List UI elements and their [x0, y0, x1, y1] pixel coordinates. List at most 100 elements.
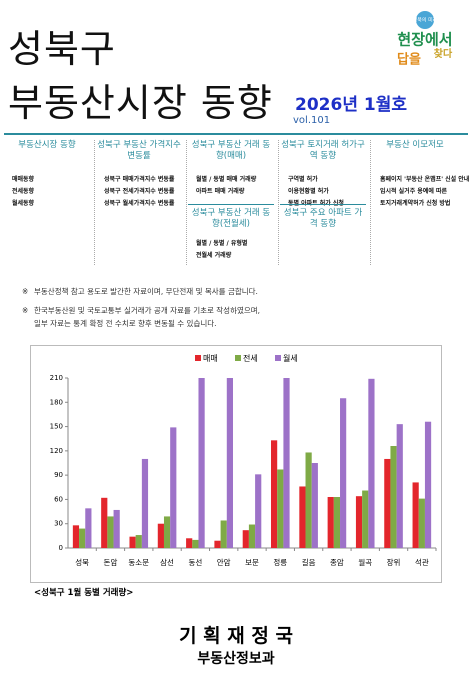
y-tick-label: 30 — [54, 520, 63, 528]
y-tick-label: 60 — [54, 495, 63, 503]
bar — [113, 509, 120, 548]
bar — [129, 536, 136, 548]
legend-label: 월세 — [283, 353, 298, 363]
logo-top: 성북의 미래 — [413, 17, 438, 24]
x-tick-label: 종암 — [330, 557, 344, 567]
bar — [271, 440, 278, 548]
y-tick-label: 90 — [54, 471, 63, 479]
section-item: 구역별 허가 — [288, 176, 318, 183]
bar — [220, 520, 227, 548]
bar — [141, 458, 149, 548]
section-item: 월세동향 — [12, 200, 35, 207]
chart-caption: <성북구 1월 동별 거래량> — [34, 588, 134, 598]
bar — [72, 525, 80, 548]
bar — [242, 530, 249, 548]
section-item: 매매동향 — [12, 176, 35, 183]
section-item: 전월세 거래량 — [196, 252, 232, 259]
note-text: 일부 자료는 통계 확정 전 수치로 향후 변동될 수 있습니다. — [34, 319, 217, 328]
bar — [412, 482, 419, 548]
x-tick-label: 보문 — [245, 558, 259, 567]
bar — [79, 528, 86, 548]
section-item: 토지거래계약허가 신청 방법 — [380, 200, 451, 207]
x-tick-label: 성북 — [75, 558, 89, 567]
section-item: 홈페이지 '부동산 온맵프' 신설 안내 — [380, 176, 470, 183]
bar — [255, 474, 262, 548]
section-heading: 성북구 부동산 거래 동향(전월세) — [191, 208, 271, 229]
section-item: 이용현황별 허가 — [288, 188, 329, 195]
bar — [226, 378, 233, 548]
section-item: 성북구 월세가격지수 변동률 — [104, 200, 175, 207]
title: 부동산시장 동향 — [8, 81, 273, 125]
x-tick-label: 돈암 — [104, 557, 118, 567]
bar — [355, 496, 363, 548]
x-tick-label: 삼선 — [160, 557, 174, 567]
bar — [362, 490, 369, 548]
logo: 성북의 미래 현장에서 답을 찾다 — [397, 11, 453, 68]
x-tick-label: 장위 — [387, 557, 401, 567]
bar — [305, 452, 312, 548]
bar — [85, 508, 92, 548]
note-mark: ※ — [22, 306, 29, 315]
bar — [424, 421, 432, 548]
division: 부동산정보과 — [197, 651, 275, 667]
x-tick-label: 석관 — [415, 557, 429, 567]
bar — [299, 486, 306, 548]
legend-label: 매매 — [203, 354, 218, 363]
title: 성북구 — [8, 27, 116, 71]
bar — [327, 497, 334, 548]
section-divider — [188, 204, 274, 205]
section-heading: 성북구 부동산 거래 동향(매매) — [191, 140, 271, 161]
logo-sub: 답을 — [397, 52, 421, 68]
section-item: 아파트 매매 거래량 — [196, 188, 245, 195]
y-tick-label: 150 — [50, 423, 63, 431]
section-item: 성북구 매매가격지수 변동률 — [104, 176, 175, 183]
bar — [311, 463, 318, 548]
section-heading: 성북구 토지거래 허가구역 동향 — [281, 140, 365, 161]
legend-swatch — [235, 355, 241, 361]
note-mark: ※ — [22, 287, 29, 296]
note-text: 한국부동산원 및 국토교통부 실거래가 공개 자료를 기초로 작성하였으며, — [34, 306, 261, 315]
department: 기 획 재 정 국 — [179, 625, 293, 647]
bar — [333, 497, 341, 548]
bar — [418, 498, 425, 548]
section-item: 월별 / 동별 매매 거래량 — [196, 176, 257, 183]
logo-sub: 찾다 — [434, 47, 453, 60]
section-item: 동별 아파트 허가 신청 — [288, 200, 344, 207]
bar — [340, 398, 347, 548]
section-divider — [280, 204, 366, 205]
bar — [277, 469, 284, 548]
bar — [157, 523, 164, 548]
section-heading: 부동산 이모저모 — [386, 140, 444, 150]
legend-swatch — [275, 355, 281, 361]
x-tick-label: 안암 — [217, 557, 231, 567]
issue: 2026년 1월호 — [295, 95, 407, 115]
section-heading: 성북구 주요 아파트 가격 동향 — [283, 208, 363, 229]
section-heading: 부동산시장 동향 — [18, 140, 76, 150]
column-divider — [370, 140, 371, 265]
section-item: 성북구 전세가격지수 변동률 — [104, 188, 175, 195]
bar — [163, 516, 171, 548]
x-tick-label: 동선 — [188, 558, 202, 567]
volume: vol.101 — [293, 115, 331, 126]
bar — [198, 378, 205, 548]
bar — [248, 524, 256, 548]
section-item: 전세동향 — [12, 188, 35, 195]
note-text: 부동산정책 참고 용도로 발간한 자료이며, 무단전재 및 복사를 금합니다. — [34, 287, 258, 296]
bar — [214, 540, 221, 548]
bar — [368, 378, 375, 548]
bar — [384, 458, 391, 548]
bar — [135, 535, 142, 548]
bar — [107, 516, 114, 548]
x-tick-label: 정릉 — [273, 557, 287, 567]
x-tick-label: 동소문 — [128, 558, 149, 567]
column-divider — [278, 140, 279, 265]
bar — [283, 378, 290, 548]
logo-main: 현장에서 — [397, 31, 452, 49]
legend-swatch — [195, 355, 201, 361]
column-divider — [186, 140, 187, 265]
section-heading: 성북구 부동산 가격지수 변동률 — [97, 140, 181, 161]
legend-label: 전세 — [243, 353, 258, 363]
y-tick-label: 0 — [59, 544, 63, 552]
